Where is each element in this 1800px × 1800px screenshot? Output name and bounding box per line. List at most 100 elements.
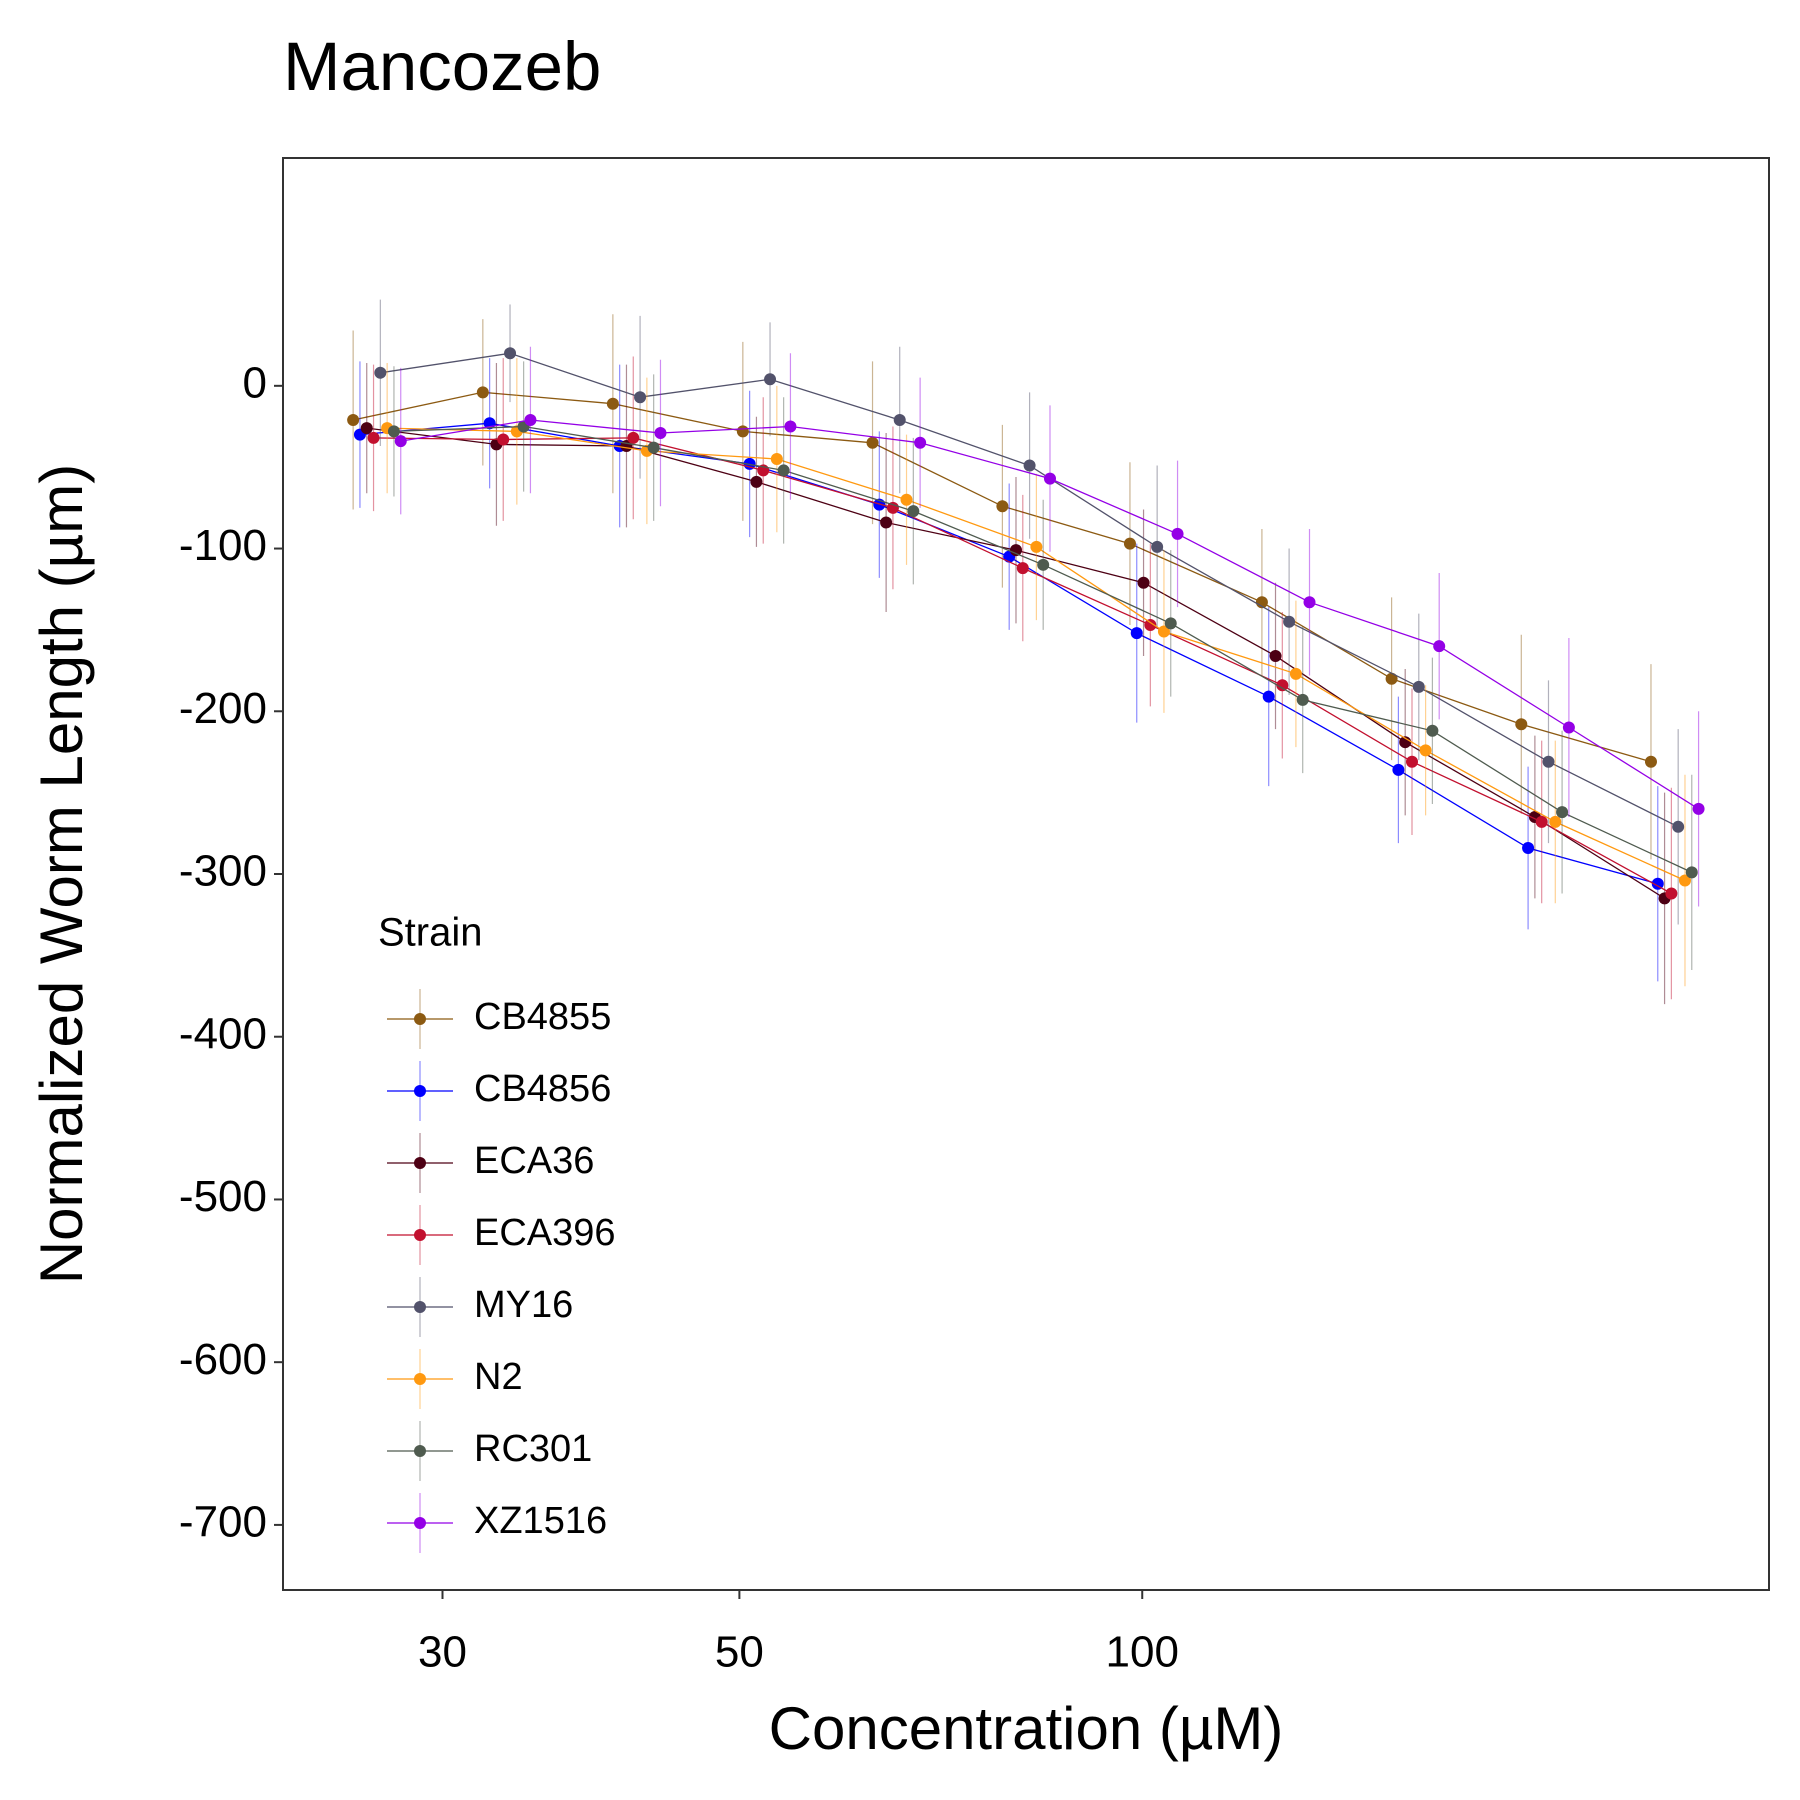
data-point: [914, 436, 927, 449]
data-point: [1289, 667, 1302, 680]
legend-point: [414, 1157, 426, 1169]
x-tick-label: 100: [1106, 1628, 1179, 1677]
x-tick-label: 30: [418, 1628, 467, 1677]
data-point: [1043, 472, 1056, 485]
data-point: [1678, 874, 1691, 887]
data-point: [1023, 459, 1036, 472]
data-point: [394, 435, 407, 448]
data-point: [736, 425, 749, 438]
data-point: [1157, 625, 1170, 638]
data-point: [1672, 820, 1685, 833]
data-point: [1419, 744, 1432, 757]
data-point: [1535, 815, 1548, 828]
data-point: [1037, 558, 1050, 571]
data-point: [504, 347, 517, 360]
data-point: [1692, 802, 1705, 815]
data-point: [1262, 690, 1275, 703]
data-point: [387, 425, 400, 438]
data-point: [1296, 693, 1309, 706]
data-point: [1412, 680, 1425, 693]
data-point: [1164, 617, 1177, 630]
data-point: [784, 420, 797, 433]
y-tick-label: -500: [179, 1172, 267, 1221]
legend-label: ECA36: [474, 1140, 594, 1182]
y-tick-label: -600: [179, 1335, 267, 1384]
y-tick-label: -700: [179, 1498, 267, 1547]
data-point: [866, 436, 879, 449]
data-point: [1123, 537, 1136, 550]
data-point: [1171, 527, 1184, 540]
data-point: [1144, 619, 1157, 632]
data-point: [1030, 540, 1043, 553]
data-point: [893, 413, 906, 426]
y-tick-label: -400: [179, 1009, 267, 1058]
legend-label: ECA396: [474, 1212, 616, 1254]
y-tick-label: -200: [179, 684, 267, 733]
data-point: [1665, 887, 1678, 900]
legend-point: [414, 1085, 426, 1097]
data-point: [1399, 736, 1412, 749]
legend-point: [414, 1517, 426, 1529]
data-point: [647, 441, 660, 454]
data-point: [1515, 718, 1528, 731]
data-point: [524, 413, 537, 426]
legend-label: RC301: [474, 1428, 592, 1470]
data-point: [606, 397, 619, 410]
data-point: [1009, 544, 1022, 557]
data-point: [764, 373, 777, 386]
data-point: [627, 431, 640, 444]
data-point: [1562, 721, 1575, 734]
x-axis-label: Concentration (µM): [769, 1695, 1284, 1762]
y-tick-label: 0: [243, 358, 267, 407]
data-point: [347, 413, 360, 426]
legend-label: MY16: [474, 1284, 573, 1326]
legend-label: CB4856: [474, 1068, 611, 1110]
legend-point: [414, 1445, 426, 1457]
legend-label: N2: [474, 1356, 523, 1398]
data-point: [1137, 576, 1150, 589]
y-tick-label: -100: [179, 521, 267, 570]
data-point: [1406, 755, 1418, 768]
data-point: [1283, 615, 1296, 628]
data-point: [1385, 672, 1398, 685]
series-line: [393, 425, 1693, 873]
chart-title: Mancozeb: [283, 28, 601, 105]
data-point: [886, 501, 899, 514]
data-point: [1542, 755, 1555, 768]
data-point: [777, 464, 790, 477]
legend-label: CB4855: [474, 996, 611, 1038]
data-point: [907, 505, 920, 518]
data-point: [750, 475, 763, 488]
data-point: [476, 386, 489, 399]
data-point: [634, 391, 647, 404]
legend-point: [414, 1229, 426, 1241]
legend-point: [414, 1013, 426, 1025]
data-point: [1644, 755, 1657, 768]
legend-point: [414, 1301, 426, 1313]
y-axis-label: Normalized Worm Length (µm): [28, 464, 95, 1284]
data-point: [1392, 763, 1405, 776]
data-point: [1685, 866, 1698, 879]
data-point: [1549, 815, 1562, 828]
data-point: [770, 453, 783, 466]
data-point: [367, 431, 380, 444]
data-point: [1522, 841, 1535, 854]
data-point: [1269, 649, 1282, 662]
data-point: [654, 427, 667, 440]
data-point: [1130, 627, 1143, 640]
data-point: [1651, 877, 1664, 890]
data-point: [880, 516, 893, 529]
data-point: [497, 433, 510, 446]
data-point: [1433, 640, 1446, 653]
x-tick-label: 50: [715, 1628, 764, 1677]
y-tick-label: -300: [179, 847, 267, 896]
legend-label: XZ1516: [474, 1500, 607, 1542]
data-point: [900, 493, 913, 506]
data-point: [374, 366, 387, 379]
legend-point: [414, 1373, 426, 1385]
data-point: [996, 500, 1009, 513]
data-point: [1016, 562, 1029, 575]
data-point: [1151, 540, 1164, 553]
